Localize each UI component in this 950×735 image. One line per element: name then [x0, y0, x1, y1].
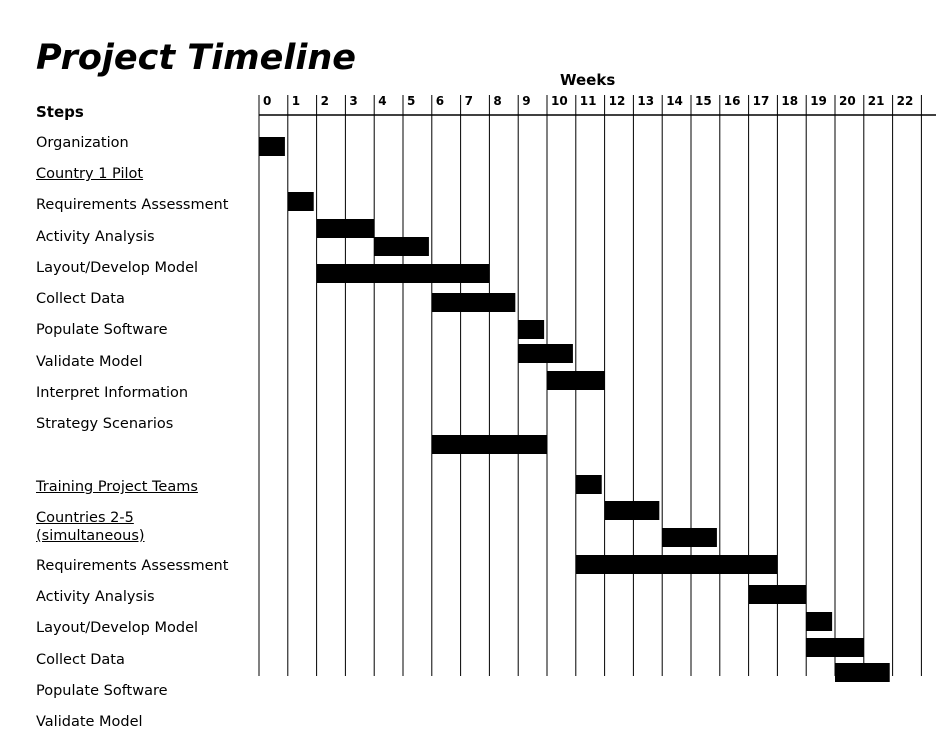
- step-label: Validate Model: [36, 354, 143, 370]
- x-tick-label: 5: [407, 94, 415, 108]
- task-bar: [374, 237, 429, 256]
- chart-title: Project Timeline: [36, 38, 357, 78]
- task-bar: [806, 612, 833, 631]
- step-label: Collect Data: [36, 291, 125, 307]
- step-label: Strategy Scenarios: [36, 416, 174, 432]
- task-bar: [259, 137, 285, 156]
- x-tick-label: 12: [609, 94, 626, 108]
- x-tick-label: 18: [781, 94, 798, 108]
- step-label: Requirements Assessment: [36, 197, 229, 213]
- task-bar: [518, 320, 545, 339]
- step-label: Layout/Develop Model: [36, 620, 199, 636]
- step-label: Interpret Information: [36, 385, 189, 401]
- step-label: Layout/Develop Model: [36, 260, 199, 276]
- step-label: Activity Analysis: [36, 229, 155, 245]
- task-bar: [287, 192, 314, 211]
- x-tick-label: 0: [263, 94, 271, 108]
- x-tick-label: 4: [378, 94, 386, 108]
- x-tick-label: 11: [580, 94, 597, 108]
- y-axis-label: Steps: [36, 103, 84, 121]
- task-bar: [547, 371, 605, 390]
- task-bar: [431, 435, 547, 454]
- x-tick-label: 21: [868, 94, 885, 108]
- step-label: Populate Software: [36, 683, 168, 699]
- x-tick-label: 14: [666, 94, 683, 108]
- task-bar: [662, 528, 717, 547]
- x-tick-label: 22: [897, 94, 914, 108]
- x-tick-label: 2: [321, 94, 329, 108]
- step-label: Populate Software: [36, 322, 168, 338]
- x-tick-label: 3: [349, 94, 357, 108]
- step-label: Activity Analysis: [36, 589, 155, 605]
- step-label: Countries 2-5 (simultaneous): [36, 510, 145, 544]
- task-bar: [431, 293, 516, 312]
- step-label: Training Project Teams: [36, 479, 198, 495]
- task-bar: [575, 475, 602, 494]
- x-tick-label: 7: [465, 94, 473, 108]
- step-label: Validate Model: [36, 714, 143, 730]
- step-label: Collect Data: [36, 652, 125, 668]
- x-tick-label: 1: [292, 94, 300, 108]
- step-label: Requirements Assessment: [36, 558, 229, 574]
- x-tick-label: 9: [522, 94, 530, 108]
- task-bar: [575, 555, 778, 574]
- task-bar: [316, 219, 375, 238]
- task-bar: [835, 663, 890, 682]
- task-bar: [316, 264, 490, 283]
- x-tick-label: 15: [695, 94, 712, 108]
- task-bar: [748, 585, 807, 604]
- task-bar: [806, 638, 864, 657]
- x-tick-label: 10: [551, 94, 568, 108]
- step-label: Organization: [36, 135, 129, 151]
- x-tick-label: 13: [637, 94, 654, 108]
- x-tick-label: 17: [753, 94, 770, 108]
- x-tick-label: 16: [724, 94, 741, 108]
- x-tick-label: 20: [839, 94, 856, 108]
- task-bar: [518, 344, 573, 363]
- x-axis-label: Weeks: [560, 71, 616, 89]
- x-tick-label: 8: [493, 94, 501, 108]
- x-tick-label: 19: [810, 94, 827, 108]
- task-bar: [604, 501, 660, 520]
- step-label: Country 1 Pilot: [36, 166, 144, 182]
- x-tick-label: 6: [436, 94, 444, 108]
